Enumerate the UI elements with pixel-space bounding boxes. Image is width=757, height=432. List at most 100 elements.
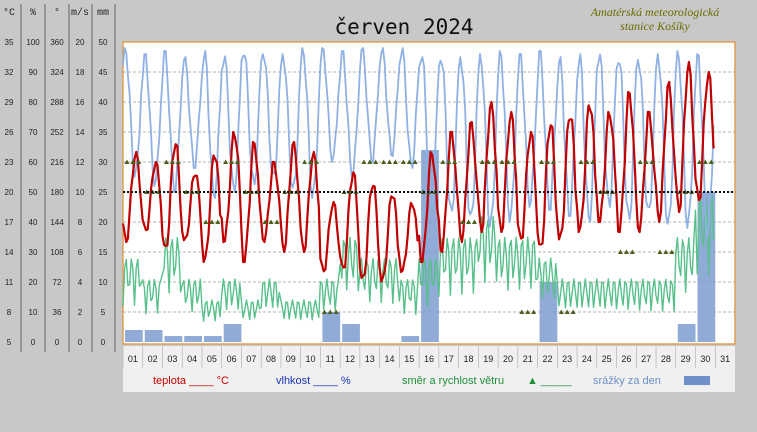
wind-direction-marker xyxy=(387,159,393,164)
tick-label: 0 xyxy=(55,338,60,347)
legend-entry-1: vlhkost ____ % xyxy=(276,375,351,387)
day-label: 04 xyxy=(187,354,197,364)
tick-label: 60 xyxy=(29,158,38,167)
tick-label: 50 xyxy=(99,38,108,47)
day-label: 22 xyxy=(542,354,552,364)
wind-direction-marker xyxy=(525,309,531,314)
day-label: 05 xyxy=(207,354,217,364)
temperature-line xyxy=(121,60,715,283)
wind-direction-marker xyxy=(696,159,702,164)
tick-label: 18 xyxy=(76,68,85,77)
wind-direction-marker xyxy=(539,159,545,164)
day-label: 25 xyxy=(602,354,612,364)
day-label: 14 xyxy=(385,354,395,364)
wind-direction-marker xyxy=(669,249,675,254)
wind-direction-marker xyxy=(519,309,525,314)
tick-label: 5 xyxy=(101,308,106,317)
tick-label: 29 xyxy=(5,98,14,107)
tick-label: 8 xyxy=(78,218,83,227)
day-label: 09 xyxy=(286,354,296,364)
day-label: 24 xyxy=(582,354,592,364)
axis-header-2: ° xyxy=(54,7,60,19)
day-label: 08 xyxy=(266,354,276,364)
wind-direction-marker xyxy=(175,159,181,164)
axis-tick-labels: 3532292623201714118510090807060504030201… xyxy=(5,38,108,347)
precipitation-bar xyxy=(539,282,558,342)
wind-direction-marker xyxy=(163,159,169,164)
tick-label: 14 xyxy=(5,248,14,257)
wind-direction-marker xyxy=(499,159,505,164)
legend: teplota ____ °C vlhkost ____ % směr a rych… xyxy=(153,375,710,387)
day-label: 12 xyxy=(345,354,355,364)
tick-label: 32 xyxy=(5,68,14,77)
tick-label: 10 xyxy=(99,278,108,287)
wind-direction-marker xyxy=(578,159,584,164)
wind-direction-marker xyxy=(471,219,477,224)
wind-direction-marker xyxy=(550,159,556,164)
day-label: 26 xyxy=(621,354,631,364)
tick-label: 14 xyxy=(76,128,85,137)
day-label: 03 xyxy=(167,354,177,364)
day-label: 17 xyxy=(444,354,454,364)
wind-direction-marker xyxy=(663,249,669,254)
day-label: 20 xyxy=(503,354,513,364)
wind-direction-marker xyxy=(629,249,635,254)
wind-direction-marker xyxy=(392,159,398,164)
humidity-series xyxy=(122,47,715,238)
wind-direction-marker xyxy=(531,309,537,314)
precipitation-bar xyxy=(144,330,163,342)
x-axis-strip xyxy=(123,346,735,368)
wind-direction-marker xyxy=(485,159,491,164)
tick-label: 40 xyxy=(29,218,38,227)
wind-direction-marker xyxy=(209,219,215,224)
day-label: 30 xyxy=(700,354,710,364)
wind-direction-marker xyxy=(274,219,280,224)
wind-direction-marker xyxy=(702,159,708,164)
wind-direction-marker xyxy=(570,309,576,314)
wind-direction-marker xyxy=(235,159,241,164)
tick-label: 2 xyxy=(78,308,83,317)
humidity-line xyxy=(122,47,715,238)
tick-label: 100 xyxy=(26,38,40,47)
axis-header-1: % xyxy=(30,8,36,19)
wind-direction-marker xyxy=(657,249,663,254)
day-label: 01 xyxy=(128,354,138,364)
legend-entry-3: srážky za den xyxy=(593,375,661,387)
wind-direction-marker xyxy=(327,309,333,314)
tick-label: 16 xyxy=(76,98,85,107)
x-axis-day-labels: 01 02 03 04 05 06 07 08 09 10 11 12 13 14 15 16 17 18 19 20… xyxy=(122,346,730,368)
wind-direction-marker xyxy=(262,219,268,224)
tick-label: 20 xyxy=(5,188,14,197)
tick-label: 17 xyxy=(5,218,14,227)
tick-label: 80 xyxy=(29,98,38,107)
wind-direction-marker xyxy=(229,159,235,164)
precipitation-bar xyxy=(342,324,360,342)
wind-direction-marker xyxy=(544,159,550,164)
tick-label: 180 xyxy=(50,188,64,197)
tick-label: 25 xyxy=(99,188,108,197)
precipitation-bar xyxy=(322,312,341,342)
wind-direction-marker xyxy=(623,249,629,254)
tick-label: 20 xyxy=(76,38,85,47)
precipitation-bar xyxy=(164,336,183,342)
wind-direction-marker xyxy=(381,159,387,164)
tick-label: 70 xyxy=(29,128,38,137)
tick-label: 30 xyxy=(29,248,38,257)
wind-direction-marker xyxy=(452,159,458,164)
wind-direction-marker xyxy=(511,159,517,164)
wind-direction-marker xyxy=(412,159,418,164)
tick-label: 40 xyxy=(99,98,108,107)
station-name-line2: stanice Košíky xyxy=(620,19,690,33)
precipitation-bar xyxy=(677,324,696,342)
tick-label: 36 xyxy=(53,308,62,317)
day-label: 21 xyxy=(523,354,533,364)
day-label: 15 xyxy=(404,354,414,364)
tick-label: 216 xyxy=(50,158,64,167)
wind-direction-marker xyxy=(400,159,406,164)
tick-label: 144 xyxy=(50,218,64,227)
day-label: 19 xyxy=(483,354,493,364)
wind-direction-marker xyxy=(136,159,142,164)
wind-direction-marker xyxy=(558,309,564,314)
tick-label: 35 xyxy=(99,128,108,137)
axis-headers: °C% ° m/s mm xyxy=(3,7,109,19)
